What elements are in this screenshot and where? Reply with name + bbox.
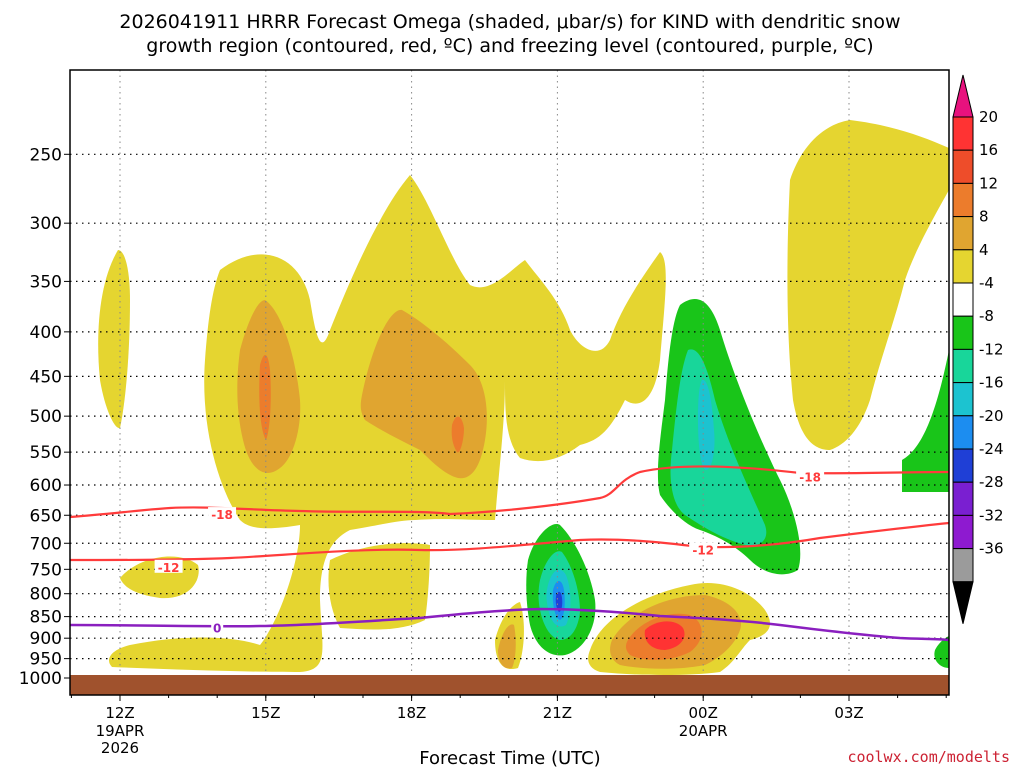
contour-label: -12 [692,544,714,558]
colorbar-label: -16 [979,374,1004,392]
colorbar: 20 16 12 8 4 -4 -8 -12 -16 -20 -24 -28 -32 -36 [952,74,1004,624]
colorbar-label: -4 [979,274,994,292]
ground-surface [70,675,949,695]
colorbar-label: -24 [979,440,1004,458]
colorbar-segment [952,315,974,350]
colorbar-bottom-arrow [952,581,974,624]
omega-region-4-8 [787,120,949,450]
colorbar-segment [952,448,974,483]
y-tick-label: 750 [30,560,62,580]
colorbar-segment [952,249,974,284]
dendritic-contour-minus12 [69,521,950,562]
colorbar-label: -12 [979,340,1004,358]
contour-label-bg [211,620,224,634]
x-tick-label: 21Z [543,704,572,722]
y-tick-label: 550 [30,443,62,463]
plot-frame [69,69,950,696]
omega-region-neg4-neg8 [902,350,949,492]
plot-area: -18 -18 -12 -12 0 [69,69,950,696]
x-tick-date-label: 2026 [101,739,139,757]
y-tick-label: 900 [30,629,62,649]
y-tick-label: 700 [30,534,62,554]
contour-labels: -18 -18 -12 -12 0 [154,469,825,636]
y-tick-label: 500 [30,407,62,427]
contour-label-bg [796,469,825,483]
x-axis-label: Forecast Time (UTC) [419,748,600,768]
site-credit: coolwx.com/modelts [847,748,1010,766]
colorbar-label: -8 [979,307,994,325]
colorbar-top-arrow [952,74,974,118]
omega-region-neg20-neg24 [555,591,563,612]
colorbar-label: 16 [979,141,998,159]
y-axis-ticks: 2503003504004505005506006507007508008509… [19,145,70,689]
omega-region-neg12-neg16 [698,379,715,470]
contour-label: -12 [158,561,180,575]
y-tick-label: 1000 [19,669,62,689]
colorbar-segment [952,182,974,218]
x-tick-label: 03Z [834,704,863,722]
freezing-level-contour [69,607,950,642]
colorbar-segment [952,216,974,251]
y-tick-label: 950 [30,650,62,670]
contour-label-bg [689,542,718,556]
colorbar-label: 12 [979,174,998,192]
y-tick-label: 850 [30,608,62,628]
omega-region-neg4-neg8 [934,636,949,668]
x-tick-label: 00Z [689,704,718,722]
colorbar-segment [952,481,974,516]
colorbar-segment [952,415,974,450]
omega-region-4-8 [328,543,430,630]
colorbar-segment [952,149,974,184]
colorbar-segment [952,514,974,550]
contour-label-bg [154,559,183,573]
contour-label-bg [208,507,237,521]
x-tick-label: 18Z [397,704,426,722]
colorbar-label: -36 [979,540,1004,558]
omega-region-16-20 [644,621,685,650]
colorbar-segment [952,282,974,317]
x-tick-date-label: 19APR [96,722,145,740]
omega-region-neg8-neg12 [670,349,767,546]
contour-label: 0 [213,622,221,636]
y-tick-label: 300 [30,214,62,234]
colorbar-label: -28 [979,473,1004,491]
y-tick-label: 650 [30,506,62,526]
x-tick-label: 12Z [105,704,134,722]
y-tick-label: 400 [30,323,62,343]
colorbar-segment [952,116,974,151]
omega-region-12-16 [451,416,464,453]
colorbar-segment [952,548,974,583]
colorbar-label: 20 [979,108,998,126]
contour-label: -18 [799,471,821,485]
y-tick-label: 600 [30,476,62,496]
omega-region-8-12 [498,624,516,669]
x-tick-date-label: 20APR [679,722,728,740]
colorbar-label: 4 [979,241,989,259]
contour-label: -18 [211,508,233,522]
plot-grid [70,70,949,675]
omega-shading [98,120,949,675]
y-tick-label: 250 [30,145,62,165]
colorbar-segment [952,348,974,384]
y-tick-label: 350 [30,272,62,292]
colorbar-label: -32 [979,506,1004,524]
chart-title-line-1: 2026041911 HRRR Forecast Omega (shaded, … [119,11,900,33]
y-tick-label: 800 [30,585,62,605]
y-tick-label: 450 [30,367,62,387]
x-tick-label: 15Z [251,704,280,722]
colorbar-label: -20 [979,407,1004,425]
colorbar-segment [952,382,974,417]
omega-region-4-8 [98,250,130,429]
chart-title-line-2: growth region (contoured, red, ºC) and f… [146,35,873,57]
colorbar-label: 8 [979,208,989,226]
